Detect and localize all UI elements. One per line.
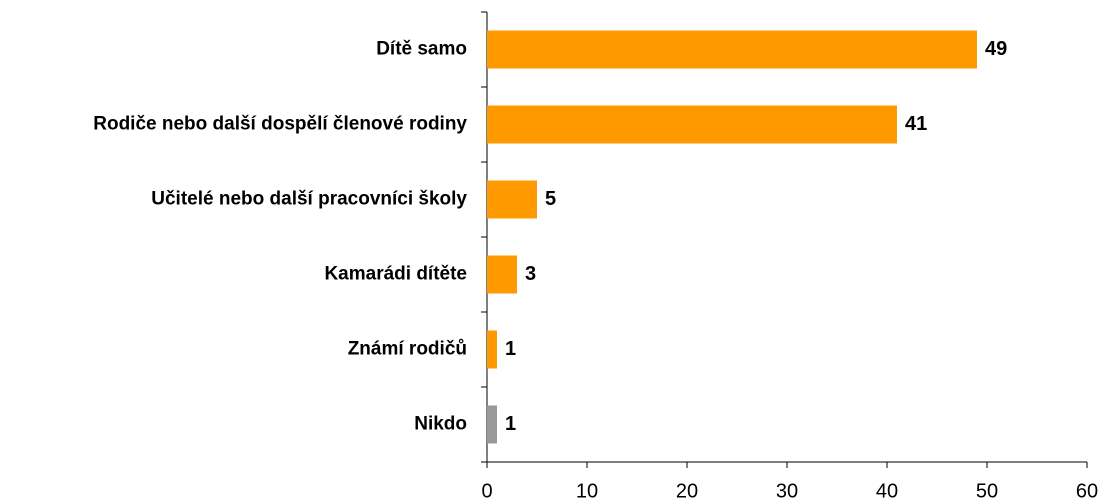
x-tick-label: 50 [976, 480, 998, 502]
value-label: 1 [505, 413, 516, 435]
bar [487, 405, 497, 444]
x-tick-label: 40 [876, 480, 898, 502]
x-tick-label: 0 [481, 480, 492, 502]
bar [487, 30, 977, 69]
category-label: Dítě samo [376, 39, 467, 60]
bar [487, 255, 517, 294]
value-label: 1 [505, 338, 516, 360]
label-line: Dítě samo [376, 39, 467, 60]
category-label: Kamarádi dítěte [324, 264, 467, 285]
value-label: 3 [525, 263, 536, 285]
bar [487, 180, 537, 219]
category-label: Známí rodičů [348, 339, 467, 360]
value-label: 41 [905, 113, 927, 135]
bar [487, 105, 897, 144]
x-tick-label: 10 [576, 480, 598, 502]
category-label: Učitelé nebo další pracovníci školy [151, 189, 467, 210]
x-tick-label: 30 [776, 480, 798, 502]
x-tick-label: 20 [676, 480, 698, 502]
value-label: 5 [545, 188, 556, 210]
bar [487, 330, 497, 369]
x-tick-label: 60 [1076, 480, 1098, 502]
label-line: Učitelé nebo další pracovníci školy [151, 189, 467, 210]
value-label: 49 [985, 38, 1007, 60]
label-line: Kamarádi dítěte [324, 264, 467, 285]
label-line: Známí rodičů [348, 339, 467, 360]
category-label: Nikdo [414, 414, 467, 435]
label-line: Nikdo [414, 414, 467, 435]
label-line: Rodiče nebo další dospělí členové rodiny [93, 114, 467, 135]
category-label: Rodiče nebo další dospělí členové rodiny [93, 114, 467, 135]
